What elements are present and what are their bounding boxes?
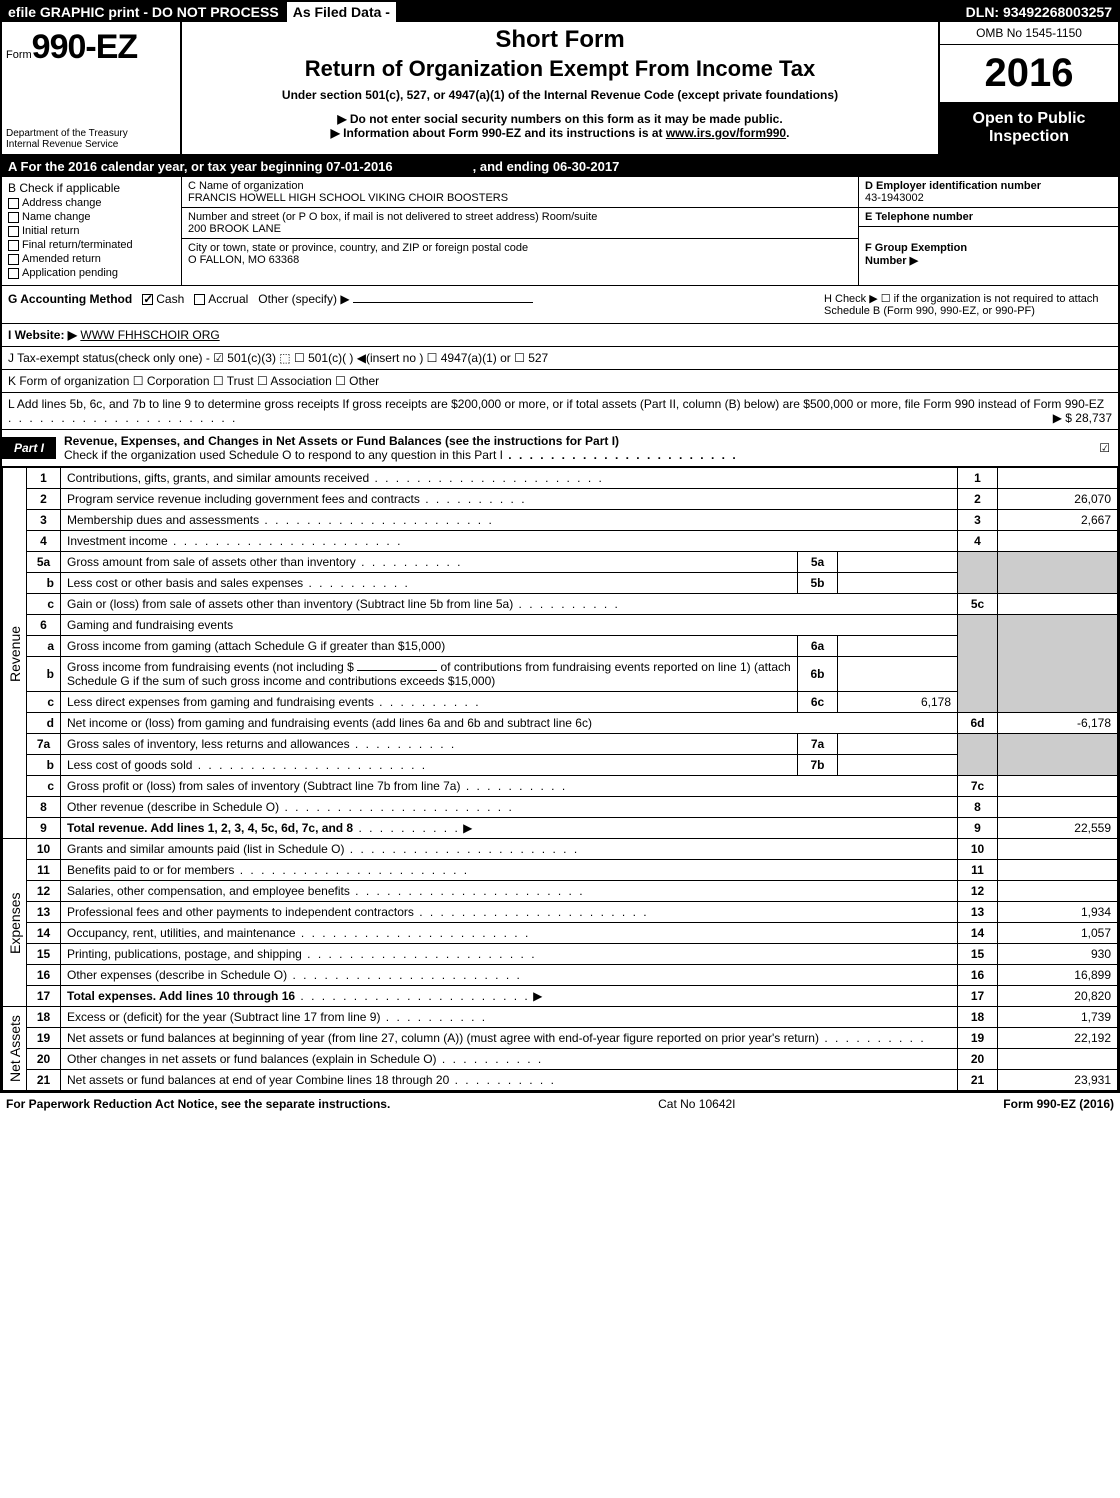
part-i-title: Revenue, Expenses, and Changes in Net As… — [56, 430, 1099, 466]
part-i-tab: Part I — [2, 437, 56, 459]
paperwork-notice: For Paperwork Reduction Act Notice, see … — [6, 1097, 390, 1111]
form-number: Form990-EZ — [2, 22, 180, 67]
row-a-calendar-year: A For the 2016 calendar year, or tax yea… — [2, 156, 1118, 177]
b-title: B Check if applicable — [8, 181, 175, 195]
chk-address-change[interactable]: Address change — [8, 197, 175, 209]
efile-topbar: efile GRAPHIC print - DO NOT PROCESS As … — [2, 2, 1118, 22]
chk-cash[interactable] — [142, 294, 153, 305]
section-h: H Check ▶ ☐ if the organization is not r… — [818, 286, 1118, 323]
line-6d-value: -6,178 — [998, 713, 1118, 734]
under-section: Under section 501(c), 527, or 4947(a)(1)… — [190, 88, 930, 102]
chk-app-pending[interactable]: Application pending — [8, 267, 175, 279]
c-name-label: C Name of organization — [188, 180, 852, 192]
line-6a-value — [838, 636, 958, 657]
section-l: L Add lines 5b, 6c, and 7b to line 9 to … — [2, 393, 1118, 430]
short-form-title: Short Form — [190, 26, 930, 54]
ein-value: 43-1943002 — [865, 192, 1112, 204]
section-b-c-def: B Check if applicable Address change Nam… — [2, 177, 1118, 286]
org-street: 200 BROOK LANE — [188, 223, 852, 235]
form-990ez: efile GRAPHIC print - DO NOT PROCESS As … — [0, 0, 1120, 1093]
section-g: G Accounting Method Cash Accrual Other (… — [2, 286, 818, 323]
omb-number: OMB No 1545-1150 — [940, 22, 1118, 45]
header-mid: Short Form Return of Organization Exempt… — [182, 22, 938, 154]
chk-final-return[interactable]: Final return/terminated — [8, 239, 175, 251]
line-7c-value — [998, 776, 1118, 797]
chk-amended[interactable]: Amended return — [8, 253, 175, 265]
line-15-value: 930 — [998, 944, 1118, 965]
org-name: FRANCIS HOWELL HIGH SCHOOL VIKING CHOIR … — [188, 192, 852, 204]
efile-label: efile GRAPHIC print - DO NOT PROCESS — [2, 2, 285, 22]
line-8-value — [998, 797, 1118, 818]
expenses-side-label: Expenses — [3, 839, 27, 1007]
c-street-label: Number and street (or P O box, if mail i… — [188, 211, 852, 223]
other-specify-input[interactable] — [353, 302, 533, 303]
line-2-value: 26,070 — [998, 489, 1118, 510]
line-7a-value — [838, 734, 958, 755]
f-label: F Group Exemption Number ▶ — [865, 242, 967, 267]
netassets-side-label: Net Assets — [3, 1007, 27, 1091]
line-9-value: 22,559 — [998, 818, 1118, 839]
info-link-line: ▶ Information about Form 990-EZ and its … — [190, 126, 930, 140]
section-g-h: G Accounting Method Cash Accrual Other (… — [2, 286, 1118, 324]
revenue-side-label: Revenue — [3, 468, 27, 839]
cat-number: Cat No 10642I — [658, 1097, 735, 1111]
gross-receipts-amount: ▶ $ 28,737 — [1053, 411, 1112, 425]
chk-accrual[interactable] — [194, 294, 205, 305]
section-b: B Check if applicable Address change Nam… — [2, 177, 182, 285]
header-left: Form990-EZ Department of the Treasury In… — [2, 22, 182, 154]
d-label: D Employer identification number — [865, 180, 1112, 192]
line-11-value — [998, 860, 1118, 881]
treasury-dept: Department of the Treasury Internal Reve… — [2, 123, 180, 154]
e-label: E Telephone number — [865, 211, 1112, 223]
section-k: K Form of organization ☐ Corporation ☐ T… — [2, 370, 1118, 393]
line-21-value: 23,931 — [998, 1070, 1118, 1091]
section-j: J Tax-exempt status(check only one) - ☑ … — [2, 347, 1118, 370]
tax-year: 2016 — [940, 45, 1118, 102]
line-7b-value — [838, 755, 958, 776]
as-filed-label: As Filed Data - — [285, 2, 398, 22]
line-10-value — [998, 839, 1118, 860]
c-city-label: City or town, state or province, country… — [188, 242, 852, 254]
part-i-checkbox[interactable]: ☑ — [1099, 441, 1118, 455]
chk-initial-return[interactable]: Initial return — [8, 225, 175, 237]
line-1-value — [998, 468, 1118, 489]
section-def: D Employer identification number 43-1943… — [858, 177, 1118, 285]
line-18-value: 1,739 — [998, 1007, 1118, 1028]
line-3-value: 2,667 — [998, 510, 1118, 531]
line-16-value: 16,899 — [998, 965, 1118, 986]
line-6c-value: 6,178 — [838, 692, 958, 713]
page-footer: For Paperwork Reduction Act Notice, see … — [0, 1093, 1120, 1115]
line-12-value — [998, 881, 1118, 902]
line-20-value — [998, 1049, 1118, 1070]
line-5b-value — [838, 573, 958, 594]
section-i: I Website: ▶ WWW FHHSCHOIR ORG — [2, 324, 1118, 347]
irs-link[interactable]: www.irs.gov/form990 — [666, 126, 786, 140]
line-14-value: 1,057 — [998, 923, 1118, 944]
dln-label: DLN: 93492268003257 — [960, 2, 1118, 22]
open-to-public: Open to Public Inspection — [940, 102, 1118, 154]
line-19-value: 22,192 — [998, 1028, 1118, 1049]
return-title: Return of Organization Exempt From Incom… — [190, 56, 930, 82]
form-header: Form990-EZ Department of the Treasury In… — [2, 22, 1118, 156]
line-13-value: 1,934 — [998, 902, 1118, 923]
line-5c-value — [998, 594, 1118, 615]
header-right: OMB No 1545-1150 2016 Open to Public Ins… — [938, 22, 1118, 154]
part-i-table: Revenue 1 Contributions, gifts, grants, … — [2, 467, 1118, 1091]
section-c: C Name of organization FRANCIS HOWELL HI… — [182, 177, 858, 285]
form-version: Form 990-EZ (2016) — [1003, 1097, 1114, 1111]
chk-name-change[interactable]: Name change — [8, 211, 175, 223]
line-17-value: 20,820 — [998, 986, 1118, 1007]
part-i-header: Part I Revenue, Expenses, and Changes in… — [2, 430, 1118, 467]
line-4-value — [998, 531, 1118, 552]
org-city: O FALLON, MO 63368 — [188, 254, 852, 266]
do-not-enter: ▶ Do not enter social security numbers o… — [190, 112, 930, 126]
website-link[interactable]: WWW FHHSCHOIR ORG — [80, 328, 219, 342]
line-5a-value — [838, 552, 958, 573]
line-6b-contrib-input[interactable] — [357, 670, 437, 671]
line-6b-value — [838, 657, 958, 692]
